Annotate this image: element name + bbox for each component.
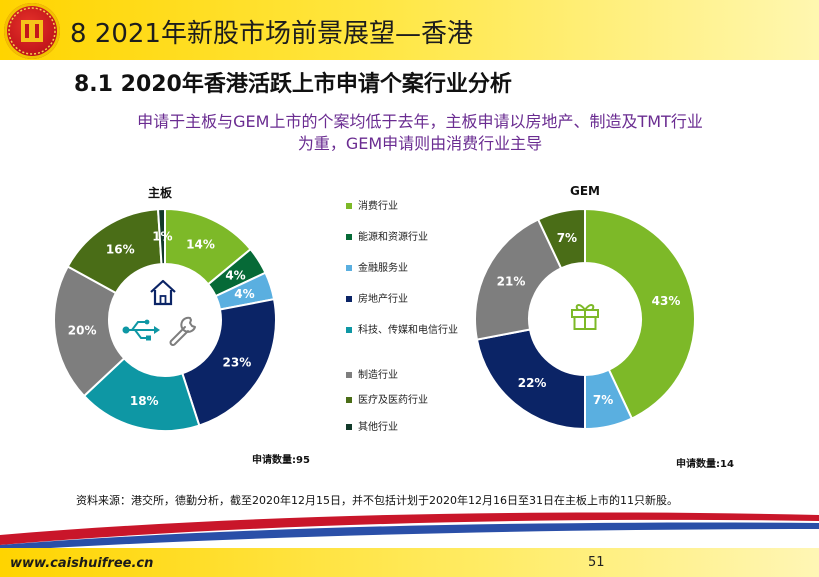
main-board-slice-label-6: 16% bbox=[106, 242, 135, 256]
gift-icon bbox=[571, 304, 599, 330]
logo-emblem-icon bbox=[4, 3, 60, 59]
legend-label: 消费行业 bbox=[358, 201, 398, 212]
source-note: 资料来源：港交所，德勤分析，截至2020年12月15日，并不包括计划于2020年… bbox=[76, 494, 678, 507]
legend-label: 制造行业 bbox=[358, 370, 398, 381]
legend-swatch bbox=[346, 234, 352, 240]
main-board-slice-label-4: 18% bbox=[130, 394, 159, 408]
main-board-slice-7 bbox=[156, 207, 166, 266]
footer-swoosh bbox=[0, 512, 819, 551]
legend-swatch bbox=[346, 397, 352, 403]
main-board-slice-label-2: 4% bbox=[234, 287, 254, 301]
gem-chart-title: GEM bbox=[570, 184, 600, 198]
legend-label: 能源和资源行业 bbox=[358, 232, 428, 243]
legend-swatch bbox=[346, 265, 352, 271]
legend-swatch bbox=[346, 424, 352, 430]
house-icon bbox=[150, 279, 176, 306]
main-board-slice-label-5: 20% bbox=[68, 323, 97, 337]
main-board-slice-label-0: 14% bbox=[186, 237, 215, 251]
subtitle-line-1: 申请于主板与GEM上市的个案均低于去年，主板申请以房地产、制造及TMT行业 bbox=[137, 112, 703, 131]
legend-label: 房地产行业 bbox=[358, 294, 408, 305]
gem-slice-2 bbox=[475, 328, 586, 431]
main-board-application-count: 申请数量:95 bbox=[252, 455, 310, 466]
wrench-icon bbox=[169, 316, 196, 346]
legend-label: 医疗及医药行业 bbox=[358, 395, 428, 406]
main-board-center-icons bbox=[122, 279, 196, 346]
main-board-donut-chart: 14% 4% 4% 23% 18% 20% 16% 1% bbox=[53, 207, 277, 432]
legend-label: 其他行业 bbox=[358, 422, 398, 433]
legend-label: 金融服务业 bbox=[358, 263, 408, 274]
subtitle-line-2: 为重，GEM申请则由消费行业主导 bbox=[297, 134, 543, 153]
legend-label: 科技、传媒和电信行业 bbox=[358, 325, 458, 336]
main-board-slice-label-7: 1% bbox=[152, 230, 172, 244]
main-board-slice-label-1: 4% bbox=[225, 268, 245, 282]
usb-icon bbox=[122, 319, 160, 341]
website-link[interactable]: www.caishuifree.cn bbox=[10, 556, 154, 571]
gem-slice-label-3: 21% bbox=[497, 274, 526, 288]
gem-slice-label-4: 7% bbox=[557, 231, 577, 245]
gem-slice-label-0: 43% bbox=[652, 294, 681, 308]
gem-application-count: 申请数量:14 bbox=[676, 459, 734, 470]
footer-bar bbox=[0, 548, 819, 577]
legend-swatch bbox=[346, 327, 352, 333]
main-board-chart-title: 主板 bbox=[148, 186, 173, 200]
gem-slice-label-2: 22% bbox=[518, 376, 547, 390]
main-board-slice-label-3: 23% bbox=[223, 356, 252, 370]
gem-slice-4 bbox=[536, 207, 586, 270]
gem-slice-label-1: 7% bbox=[593, 393, 613, 407]
legend-swatch bbox=[346, 372, 352, 378]
legend-swatch bbox=[346, 296, 352, 302]
page-number: 51 bbox=[588, 555, 605, 570]
legend-swatch bbox=[346, 203, 352, 209]
main-board-slice-3 bbox=[181, 298, 277, 427]
header-bar: 8 2021年新股市场前景展望—香港 bbox=[0, 0, 819, 60]
slide-title: 8 2021年新股市场前景展望—香港 bbox=[70, 19, 473, 49]
gem-slice-3 bbox=[474, 218, 563, 341]
section-title: 8.1 2020年香港活跃上市申请个案行业分析 bbox=[74, 72, 512, 97]
gem-slice-0 bbox=[584, 207, 696, 420]
gem-donut-chart: 43% 7% 22% 21% 7% bbox=[474, 207, 696, 431]
